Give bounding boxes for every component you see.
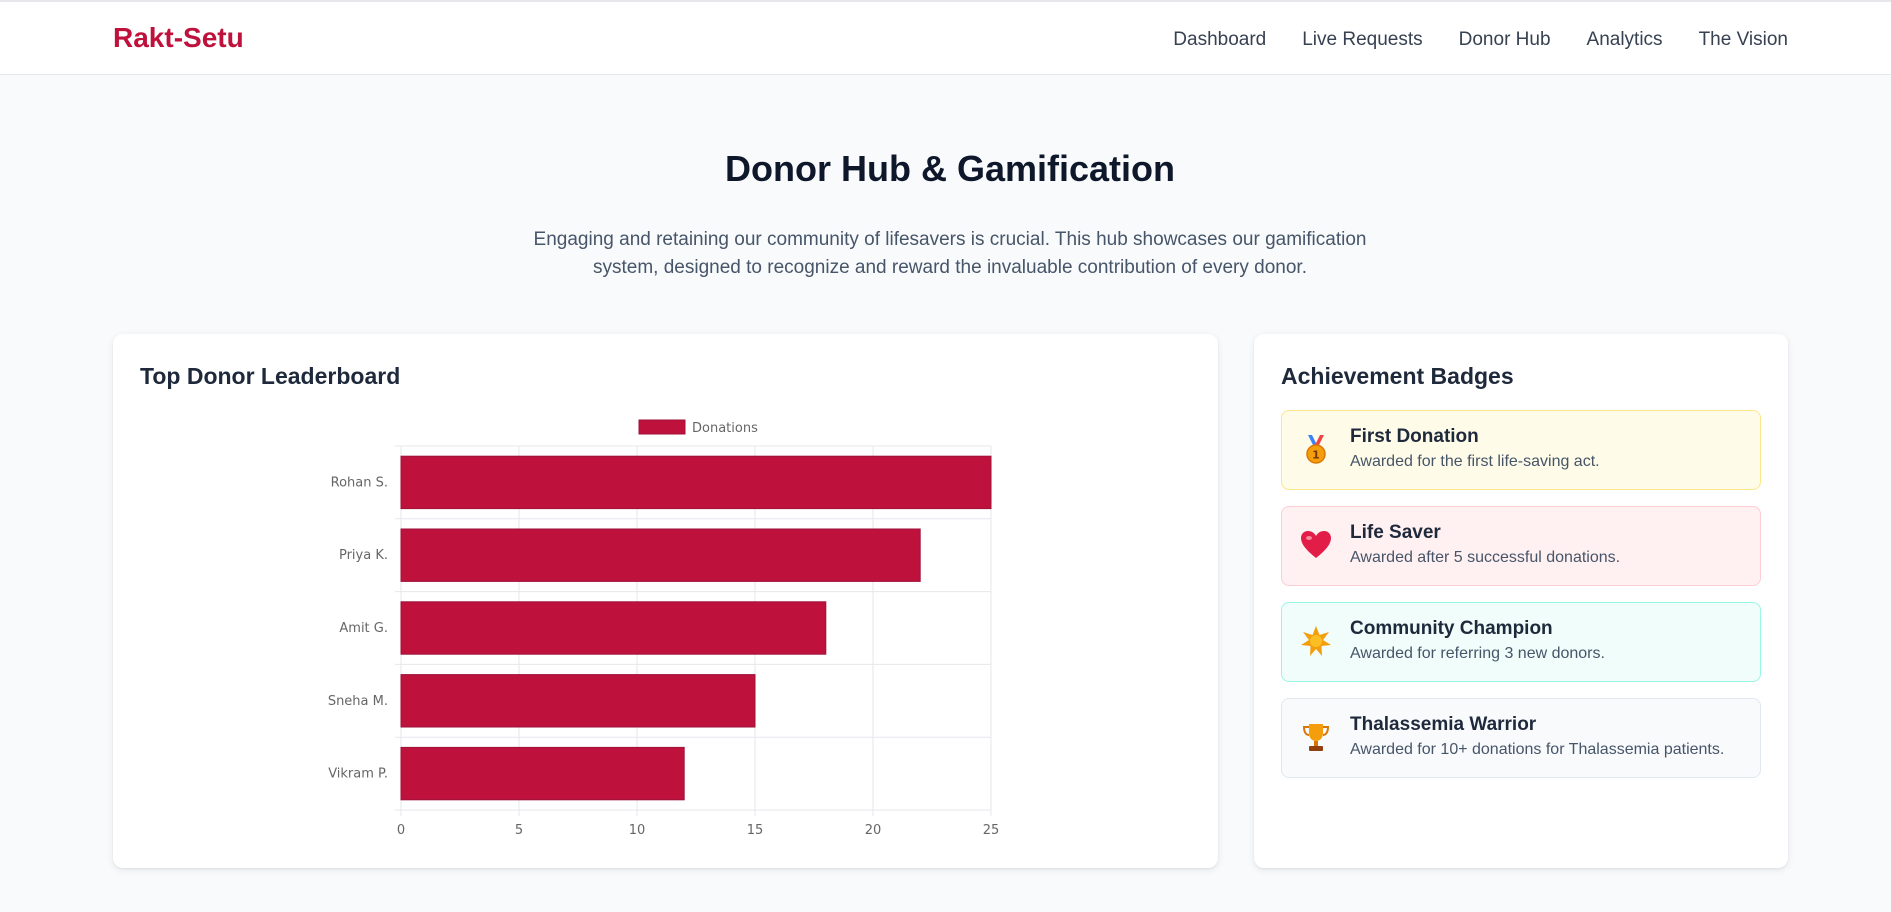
- tick-label: 20: [865, 823, 882, 838]
- badge-community-champion: Community Champion Awarded for referring…: [1281, 602, 1761, 682]
- badge-thalassemia-warrior: Thalassemia Warrior Awarded for 10+ dona…: [1281, 698, 1761, 778]
- star-icon: [1301, 626, 1331, 656]
- badges-card: Achievement Badges 1 First Donation Awar…: [1254, 334, 1788, 868]
- badge-desc: Awarded for the first life-saving act.: [1350, 453, 1600, 470]
- trophy-icon: [1302, 724, 1330, 751]
- nav-the-vision[interactable]: The Vision: [1698, 29, 1788, 50]
- nav-dashboard[interactable]: Dashboard: [1173, 29, 1267, 50]
- tick-label: 25: [983, 823, 1000, 838]
- medal-icon: 1: [1306, 435, 1326, 464]
- navbar: Rakt-Setu Dashboard Live Requests Donor …: [0, 0, 1891, 75]
- page-title: Donor Hub & Gamification: [725, 148, 1175, 189]
- brand-logo[interactable]: Rakt-Setu: [113, 22, 244, 53]
- badge-desc: Awarded for 10+ donations for Thalassemi…: [1350, 741, 1725, 758]
- page-intro: Engaging and retaining our community of …: [533, 229, 1367, 278]
- category-label: Priya K.: [339, 548, 388, 563]
- badge-life-saver: Life Saver Awarded after 5 successful do…: [1281, 506, 1761, 586]
- bar: [400, 746, 685, 801]
- badge-desc: Awarded after 5 successful donations.: [1350, 549, 1621, 566]
- nav-links: Dashboard Live Requests Donor Hub Analyt…: [1173, 29, 1788, 51]
- badges-title: Achievement Badges: [1281, 363, 1514, 389]
- svg-text:1: 1: [1312, 449, 1320, 462]
- nav-live-requests[interactable]: Live Requests: [1302, 29, 1423, 50]
- badge-desc: Awarded for referring 3 new donors.: [1350, 645, 1605, 662]
- badge-first-donation: 1 First Donation Awarded for the first l…: [1281, 410, 1761, 490]
- bar: [400, 455, 992, 510]
- legend-swatch: [638, 419, 686, 435]
- tick-label: 0: [397, 823, 405, 838]
- leaderboard-chart: Rohan S. Priya K. Amit G. Sneha M. Vikram P.…: [328, 419, 1000, 838]
- badge-title: Thalassemia Warrior: [1350, 714, 1537, 735]
- heart-icon: [1301, 531, 1331, 558]
- category-label: Vikram P.: [328, 767, 388, 782]
- leaderboard-card: Top Donor Leaderboard Rohan S. Priya K. Am…: [113, 334, 1218, 868]
- tick-label: 15: [747, 823, 764, 838]
- category-label: Amit G.: [339, 621, 388, 636]
- badge-title: Life Saver: [1350, 522, 1441, 543]
- tick-label: 10: [629, 823, 646, 838]
- category-label: Rohan S.: [331, 475, 388, 490]
- bar: [400, 674, 756, 728]
- bar: [400, 601, 827, 655]
- badge-title: First Donation: [1350, 426, 1479, 447]
- tick-label: 5: [515, 823, 523, 838]
- nav-donor-hub[interactable]: Donor Hub: [1458, 29, 1551, 50]
- nav-analytics[interactable]: Analytics: [1586, 29, 1663, 50]
- legend-label: Donations: [692, 421, 758, 436]
- badge-title: Community Champion: [1350, 618, 1553, 639]
- bar: [400, 528, 921, 582]
- leaderboard-title: Top Donor Leaderboard: [140, 363, 401, 389]
- category-label: Sneha M.: [328, 694, 388, 709]
